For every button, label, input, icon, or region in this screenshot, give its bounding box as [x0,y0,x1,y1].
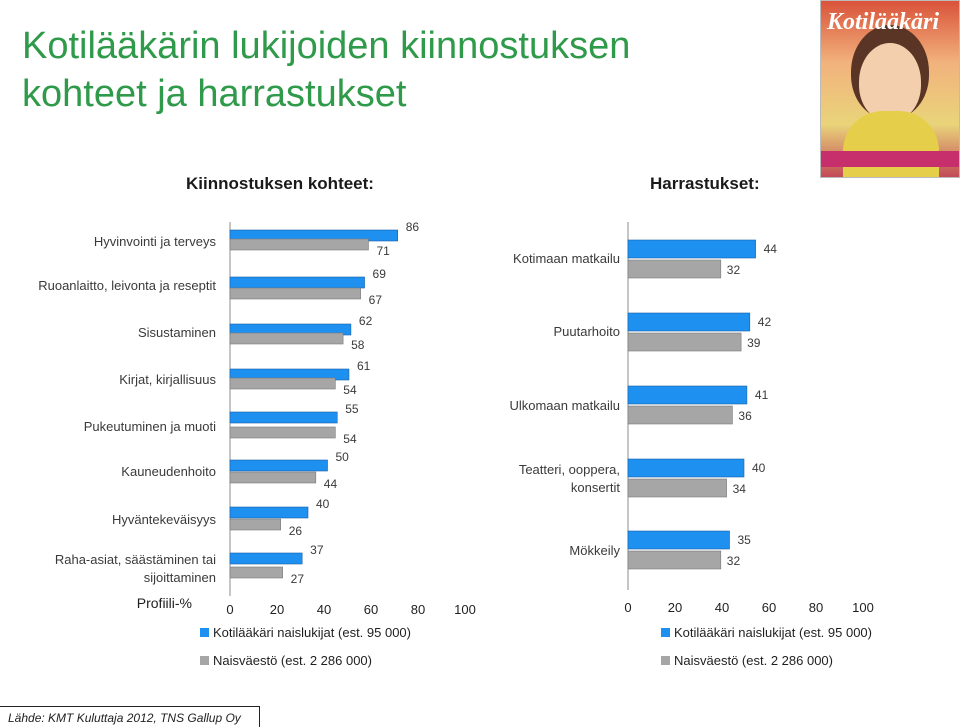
data-label-series-1: 41 [755,388,769,402]
x-tick-label: 40 [715,600,729,615]
legend-label: Naisväestö (est. 2 286 000) [674,653,833,668]
x-tick-label: 100 [852,600,874,615]
data-label-series-2: 39 [747,336,761,350]
category-label-line: sijoittaminen [144,570,216,585]
bar-series-2 [229,332,344,345]
legend-label: Kotilääkäri naislukijat (est. 95 000) [213,625,411,640]
data-label-series-2: 34 [733,482,747,496]
cover-masthead: Kotilääkäri [827,9,940,35]
legend-swatch [661,628,670,637]
data-label-series-1: 69 [373,267,387,281]
data-label-series-2: 27 [291,572,305,586]
bar-series-2 [229,238,369,251]
bar-series-1 [627,458,745,478]
bar-series-2 [627,550,722,570]
bar-series-1 [627,239,756,259]
data-label-series-1: 40 [752,461,766,475]
legend-label: Naisväestö (est. 2 286 000) [213,653,372,668]
x-tick-label: 0 [624,600,631,615]
bar-series-2 [627,332,742,352]
left-chart-title: Kiinnostuksen kohteet: [186,174,374,193]
bar-series-2 [229,377,336,390]
bar-series-2 [627,405,733,425]
category-label: Hyvinvointi ja terveys [94,234,217,249]
category-label-line: konsertit [571,480,621,495]
bar-series-1 [229,276,365,289]
bar-series-1 [627,312,751,332]
x-tick-label: 60 [364,602,378,617]
data-label-series-2: 54 [343,432,357,446]
legend-swatch [200,656,209,665]
data-label-series-2: 32 [727,554,741,568]
x-tick-label: 60 [762,600,776,615]
source-note: Lähde: KMT Kuluttaja 2012, TNS Gallup Oy [0,706,260,727]
data-label-series-1: 35 [738,533,752,547]
data-label-series-2: 36 [738,409,752,423]
data-label-series-2: 54 [343,383,357,397]
x-tick-label: 20 [270,602,284,617]
data-label-series-2: 67 [369,293,383,307]
legend-label: Kotilääkäri naislukijat (est. 95 000) [674,625,872,640]
category-label-line: Teatteri, ooppera, [519,462,620,477]
x-axis-title: Profiili-% [137,595,192,611]
category-label: Hyväntekeväisyys [112,512,217,527]
bar-series-2 [229,566,283,579]
data-label-series-1: 42 [758,315,772,329]
category-label: Sisustaminen [138,325,216,340]
bar-series-1 [229,459,328,472]
data-label-series-1: 86 [406,220,420,234]
data-label-series-1: 44 [764,242,778,256]
x-tick-label: 100 [454,602,476,617]
cover-face [859,43,921,121]
category-label: Ulkomaan matkailu [509,398,620,413]
cover-band [821,151,959,167]
data-label-series-2: 32 [727,263,741,277]
x-tick-label: 20 [668,600,682,615]
data-label-series-1: 37 [310,543,324,557]
data-label-series-2: 71 [376,244,390,258]
data-label-series-2: 44 [324,477,338,491]
bar-series-2 [627,478,727,498]
data-label-series-2: 58 [351,338,365,352]
data-label-series-1: 62 [359,314,373,328]
category-label: Pukeutuminen ja muoti [84,419,216,434]
page-title: Kotilääkärin lukijoiden kiinnostuksen ko… [22,25,631,115]
x-tick-label: 0 [226,602,233,617]
category-label-line: Raha-asiat, säästäminen tai [55,552,216,567]
bar-series-2 [229,426,336,439]
category-label: Raha-asiat, säästäminen tai sijoittaminen [55,552,216,585]
bar-series-1 [229,411,338,424]
bar-series-1 [229,506,309,519]
bar-series-1 [627,385,748,405]
bar-series-1 [627,530,730,550]
data-label-series-2: 26 [289,524,303,538]
bar-series-1 [229,552,303,565]
category-label: Kirjat, kirjallisuus [119,372,216,387]
category-label: Teatteri, ooppera, konsertit [519,462,621,495]
data-label-series-1: 50 [336,450,350,464]
right-chart-title: Harrastukset: [650,174,760,193]
bar-series-2 [627,259,722,279]
legend-swatch [200,628,209,637]
x-tick-label: 80 [809,600,823,615]
data-label-series-1: 61 [357,359,371,373]
x-tick-label: 80 [411,602,425,617]
x-tick-label: 40 [317,602,331,617]
category-label: Mökkeily [569,543,620,558]
legend-swatch [661,656,670,665]
bar-series-2 [229,518,282,531]
bar-series-2 [229,287,361,300]
magazine-cover-image: Kotilääkäri [820,0,960,178]
category-label: Kotimaan matkailu [513,251,620,266]
bar-series-2 [229,471,317,484]
category-label: Puutarhoito [554,324,621,339]
data-label-series-1: 40 [316,497,330,511]
category-label: Kauneudenhoito [121,464,216,479]
category-label: Ruoanlaitto, leivonta ja reseptit [38,278,216,293]
data-label-series-1: 55 [345,402,359,416]
